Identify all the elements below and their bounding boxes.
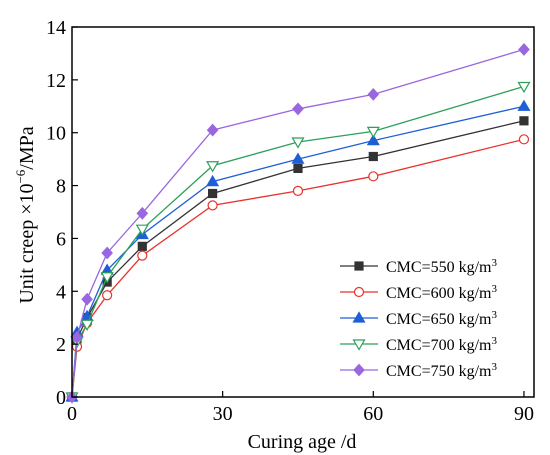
legend-marker: [352, 311, 366, 323]
legend-label: CMC=550 kg/m3: [386, 257, 497, 276]
data-point: [206, 123, 219, 137]
data-point: [517, 99, 531, 111]
data-point: [137, 250, 148, 261]
legend-label-sup: 3: [491, 335, 497, 347]
data-point: [518, 134, 530, 145]
legend-item-4: CMC=750 kg/m3: [340, 361, 497, 380]
legend-marker: [354, 261, 364, 271]
series-4: [66, 43, 530, 404]
y-axis-title-main: Unit creep ×10: [16, 184, 38, 304]
data-point: [518, 43, 530, 56]
data-point: [80, 319, 94, 332]
series-3: [65, 81, 531, 404]
legend-label-main: CMC=650 kg/m: [386, 311, 492, 328]
data-point: [519, 116, 529, 126]
data-point: [206, 174, 220, 187]
data-point: [292, 185, 304, 196]
legend-label-main: CMC=700 kg/m: [386, 337, 492, 354]
x-tick-label: 60: [363, 403, 383, 425]
axes: 0 2 4 6 8 10 12 14 0 30 60 90: [46, 17, 535, 425]
data-point: [206, 161, 220, 173]
data-point: [517, 81, 531, 94]
x-tick-label: 0: [67, 403, 77, 425]
y-axis-title-exp: −6: [13, 169, 28, 183]
plot-area: [65, 43, 531, 404]
y-axis-title: Unit creep ×10−6/MPa: [13, 126, 38, 303]
legend-label-sup: 3: [491, 309, 497, 321]
legend-label-main: CMC=750 kg/m: [386, 363, 492, 380]
y-axis-title-unit: /MPa: [16, 126, 38, 169]
legend-marker: [353, 363, 365, 377]
data-point: [291, 137, 305, 149]
data-point: [137, 241, 147, 251]
data-point: [293, 163, 303, 173]
legend-label-sup: 3: [491, 283, 497, 295]
legend-label-main: CMC=550 kg/m: [386, 259, 492, 276]
legend-label: CMC=750 kg/m3: [386, 361, 497, 380]
data-point: [81, 292, 93, 306]
data-point: [135, 224, 149, 236]
legend-item-2: CMC=650 kg/m3: [340, 309, 497, 328]
legend-label-sup: 3: [491, 361, 497, 373]
x-axis-title: Curing age /d: [248, 431, 357, 453]
legend-label-main: CMC=600 kg/m: [386, 285, 492, 302]
legend-item-0: CMC=550 kg/m3: [340, 257, 497, 276]
data-point: [292, 102, 304, 116]
y-tick-label: 6: [56, 228, 66, 250]
data-point: [366, 133, 380, 146]
x-tick-label: 30: [213, 403, 233, 425]
data-point: [100, 272, 114, 284]
legend-item-3: CMC=700 kg/m3: [340, 335, 497, 354]
data-point: [207, 200, 218, 211]
legend-marker: [352, 339, 366, 351]
legend-label-sup: 3: [491, 257, 497, 269]
data-point: [208, 188, 218, 199]
data-point: [366, 126, 380, 139]
data-point: [368, 151, 378, 162]
data-point: [367, 88, 380, 101]
y-tick-label: 2: [56, 334, 66, 356]
legend-marker: [353, 286, 365, 298]
y-tick-label: 10: [46, 123, 66, 145]
legend-label: CMC=600 kg/m3: [386, 283, 497, 302]
data-point: [368, 171, 379, 182]
data-point: [102, 290, 113, 301]
legend-item-1: CMC=600 kg/m3: [340, 283, 497, 302]
y-tick-label: 0: [56, 387, 66, 409]
legend-label: CMC=650 kg/m3: [386, 309, 497, 328]
data-point: [101, 246, 113, 260]
plot-frame: [71, 26, 535, 398]
y-tick-label: 4: [56, 281, 66, 303]
y-tick-label: 14: [46, 17, 66, 39]
x-tick-label: 90: [514, 403, 534, 425]
y-tick-label: 8: [56, 176, 66, 198]
data-point: [291, 152, 305, 164]
legend-label: CMC=700 kg/m3: [386, 335, 497, 354]
data-point: [71, 331, 83, 344]
data-point: [136, 206, 149, 220]
y-tick-label: 12: [46, 70, 66, 92]
